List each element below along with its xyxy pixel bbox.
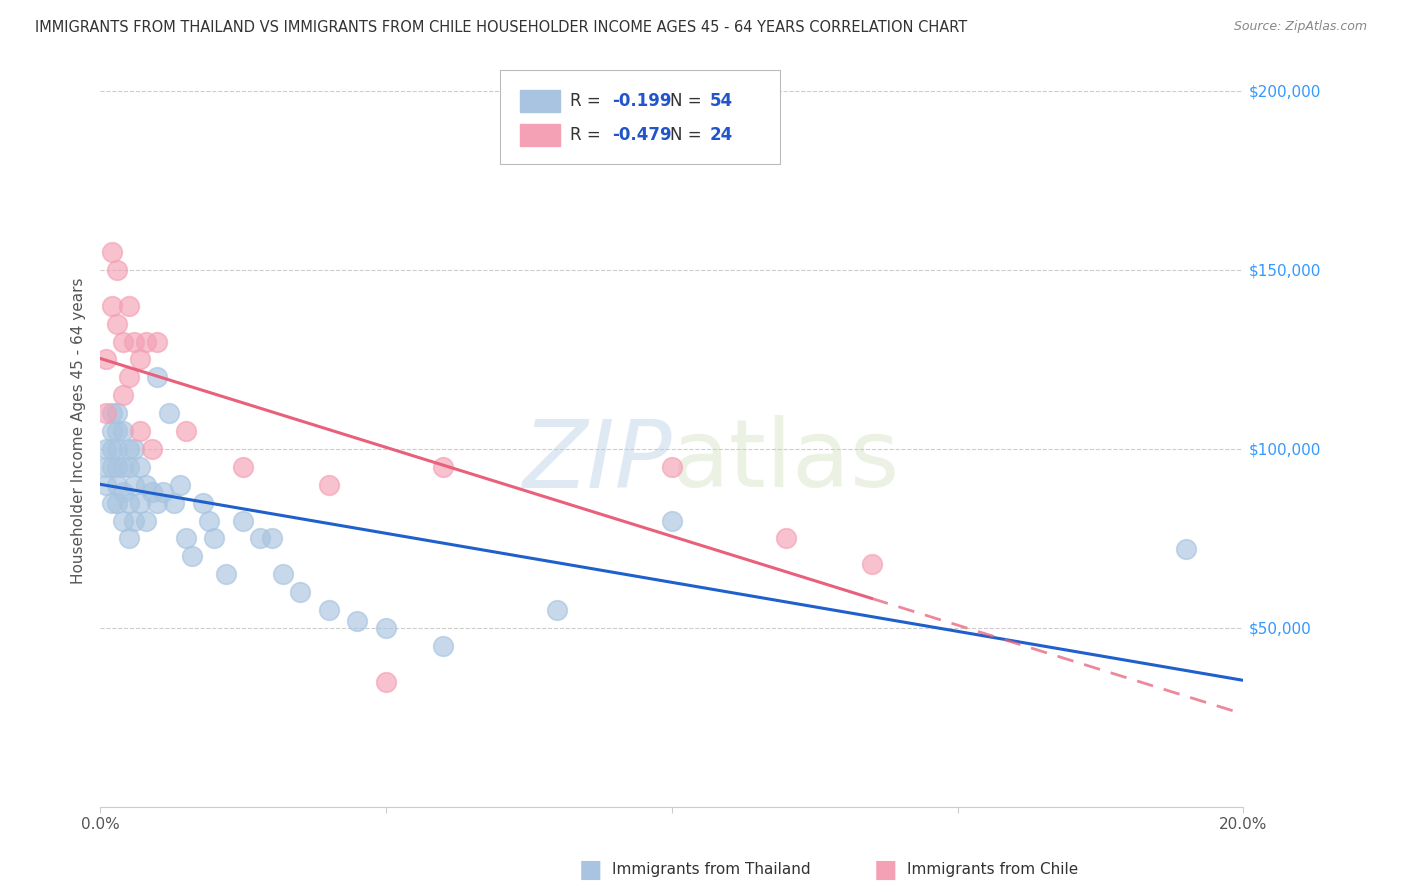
Point <box>111 388 134 402</box>
Point <box>146 370 169 384</box>
Point <box>204 532 226 546</box>
Point <box>135 334 157 349</box>
Point <box>118 299 141 313</box>
Point <box>100 299 122 313</box>
Text: -0.199: -0.199 <box>613 92 672 110</box>
Y-axis label: Householder Income Ages 45 - 64 years: Householder Income Ages 45 - 64 years <box>72 277 86 584</box>
Text: 54: 54 <box>710 92 733 110</box>
Text: atlas: atlas <box>672 415 900 508</box>
Text: N =: N = <box>669 126 706 144</box>
Point <box>129 424 152 438</box>
Text: -0.479: -0.479 <box>613 126 672 144</box>
Text: ■: ■ <box>875 858 897 881</box>
Point <box>232 459 254 474</box>
Text: N =: N = <box>669 92 706 110</box>
Point <box>152 484 174 499</box>
Point <box>94 406 117 420</box>
Point <box>232 514 254 528</box>
Point <box>141 442 163 456</box>
Point <box>432 639 454 653</box>
Point <box>105 263 128 277</box>
Text: ■: ■ <box>579 858 602 881</box>
Point <box>124 442 146 456</box>
Text: Source: ZipAtlas.com: Source: ZipAtlas.com <box>1233 20 1367 33</box>
Point <box>105 424 128 438</box>
FancyBboxPatch shape <box>520 90 560 112</box>
Point <box>129 459 152 474</box>
Point <box>118 532 141 546</box>
Point <box>290 585 312 599</box>
Point <box>100 245 122 260</box>
Point <box>661 514 683 528</box>
Point <box>94 459 117 474</box>
Point <box>105 442 128 456</box>
Point <box>318 603 340 617</box>
Point <box>111 334 134 349</box>
FancyBboxPatch shape <box>520 124 560 146</box>
Point <box>124 514 146 528</box>
Point <box>169 477 191 491</box>
Text: Immigrants from Chile: Immigrants from Chile <box>907 863 1078 877</box>
Text: Immigrants from Thailand: Immigrants from Thailand <box>612 863 810 877</box>
Point <box>100 442 122 456</box>
FancyBboxPatch shape <box>501 70 780 164</box>
Point <box>346 614 368 628</box>
Text: R =: R = <box>569 126 606 144</box>
Point <box>661 459 683 474</box>
Point <box>124 334 146 349</box>
Point <box>249 532 271 546</box>
Text: ZIP: ZIP <box>522 416 672 507</box>
Point <box>174 532 197 546</box>
Point <box>197 514 219 528</box>
Point <box>260 532 283 546</box>
Text: IMMIGRANTS FROM THAILAND VS IMMIGRANTS FROM CHILE HOUSEHOLDER INCOME AGES 45 - 6: IMMIGRANTS FROM THAILAND VS IMMIGRANTS F… <box>35 20 967 35</box>
Point <box>135 514 157 528</box>
Point <box>860 557 883 571</box>
Point <box>94 352 117 367</box>
Point <box>163 496 186 510</box>
Point <box>105 459 128 474</box>
Point <box>546 603 568 617</box>
Point <box>105 477 128 491</box>
Point <box>111 514 134 528</box>
Point <box>146 496 169 510</box>
Point <box>94 477 117 491</box>
Text: 24: 24 <box>710 126 733 144</box>
Point <box>375 674 398 689</box>
Point <box>124 477 146 491</box>
Point <box>111 424 134 438</box>
Point <box>118 370 141 384</box>
Point <box>118 459 141 474</box>
Point <box>1175 542 1198 557</box>
Point <box>129 496 152 510</box>
Point <box>100 459 122 474</box>
Point <box>105 406 128 420</box>
Point <box>100 406 122 420</box>
Point <box>318 477 340 491</box>
Point <box>118 496 141 510</box>
Point <box>111 459 134 474</box>
Point <box>94 442 117 456</box>
Point <box>141 484 163 499</box>
Point <box>174 424 197 438</box>
Point <box>775 532 797 546</box>
Point <box>375 621 398 635</box>
Point <box>118 442 141 456</box>
Point <box>105 496 128 510</box>
Text: R =: R = <box>569 92 606 110</box>
Point <box>135 477 157 491</box>
Point <box>105 317 128 331</box>
Point <box>146 334 169 349</box>
Point <box>129 352 152 367</box>
Point <box>111 484 134 499</box>
Point <box>180 549 202 564</box>
Point <box>157 406 180 420</box>
Point <box>191 496 214 510</box>
Point <box>100 496 122 510</box>
Point <box>271 567 294 582</box>
Point <box>432 459 454 474</box>
Point <box>215 567 238 582</box>
Point <box>100 424 122 438</box>
